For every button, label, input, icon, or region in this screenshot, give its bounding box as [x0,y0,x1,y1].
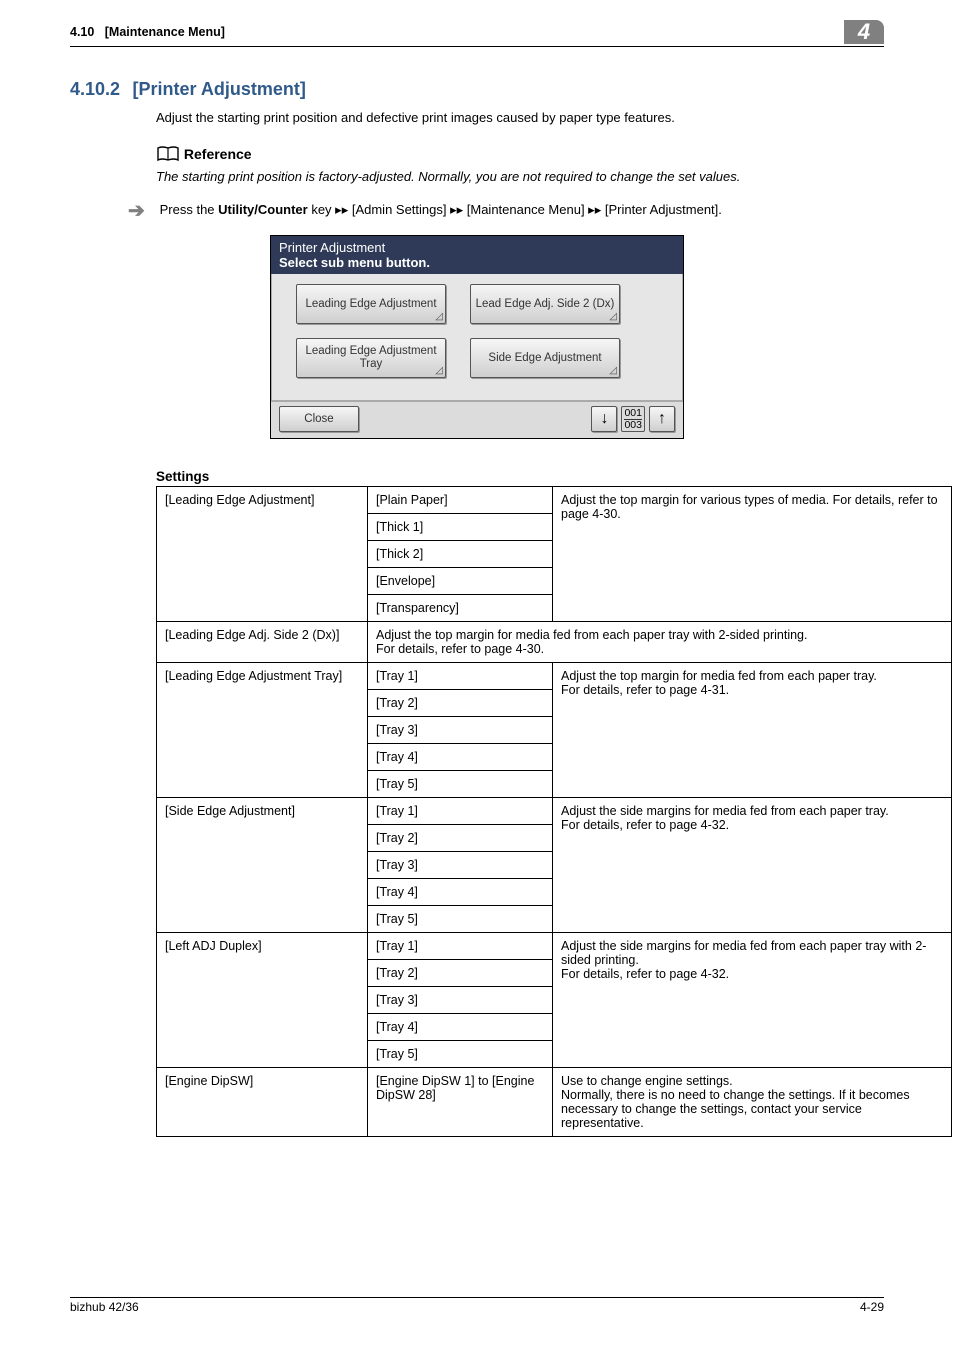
reference-icon [156,146,180,165]
table-option: [Plain Paper] [368,487,553,514]
table-option: [Tray 3] [368,717,553,744]
footer-right: 4-29 [860,1300,884,1314]
table-row-name: [Left ADJ Duplex] [157,933,368,1068]
pager: ↓ 001 003 ↑ [591,406,675,432]
submenu-indicator-icon: ◿ [435,365,443,377]
table-option: [Transparency] [368,595,553,622]
menu-leading-edge-adjustment[interactable]: Leading Edge Adjustment ◿ [296,284,446,324]
screen-title: Printer Adjustment [279,240,675,255]
footer-left: bizhub 42/36 [70,1300,139,1314]
page-indicator: 001 003 [621,406,645,432]
table-option: [Tray 4] [368,879,553,906]
table-row-name: [Engine DipSW] [157,1068,368,1137]
table-option: [Envelope] [368,568,553,595]
close-label: Close [304,413,333,425]
chapter-badge: 4 [844,20,884,44]
page-up-button[interactable]: ↑ [649,406,675,432]
page-header-left: 4.10 [Maintenance Menu] [70,25,225,39]
table-option: [Tray 1] [368,933,553,960]
menu-leading-edge-adjustment-tray[interactable]: Leading Edge Adjustment Tray ◿ [296,338,446,378]
section-title: [Printer Adjustment] [133,79,306,99]
page-total: 003 [624,419,642,431]
table-option: [Thick 2] [368,541,553,568]
table-row-name: [Side Edge Adjustment] [157,798,368,933]
table-desc: Use to change engine settings. Normally,… [553,1068,952,1137]
section-number: 4.10.2 [70,79,120,99]
submenu-indicator-icon: ◿ [609,365,617,377]
table-row-name: [Leading Edge Adjustment] [157,487,368,622]
menu-side-edge-adjustment[interactable]: Side Edge Adjustment ◿ [470,338,620,378]
submenu-indicator-icon: ◿ [609,311,617,323]
arrow-up-icon: ↑ [658,410,666,428]
table-option: [Tray 1] [368,798,553,825]
table-option: [Tray 5] [368,1041,553,1068]
table-option: [Thick 1] [368,514,553,541]
step-after: key ▸▸ [Admin Settings] ▸▸ [Maintenance … [308,202,722,217]
step-arrow-icon: ➔ [128,198,150,223]
settings-table: [Leading Edge Adjustment] [Plain Paper] … [156,486,952,1137]
reference-label: Reference [184,146,252,162]
table-option: [Tray 2] [368,825,553,852]
submenu-indicator-icon: ◿ [435,311,443,323]
screen-subtitle: Select sub menu button. [279,255,675,270]
table-option: [Tray 1] [368,663,553,690]
table-row-name: [Leading Edge Adjustment Tray] [157,663,368,798]
close-button[interactable]: Close [279,406,359,432]
step-key: Utility/Counter [218,202,308,217]
table-desc: Adjust the top margin for various types … [553,487,952,622]
menu-btn-label: Lead Edge Adj. Side 2 (Dx) [476,298,615,311]
settings-heading: Settings [156,469,884,484]
table-option: [Tray 5] [368,771,553,798]
page-down-button[interactable]: ↓ [591,406,617,432]
step-prefix: Press the [160,202,219,217]
table-option: [Engine DipSW 1] to [Engine DipSW 28] [368,1068,553,1137]
table-option: [Tray 2] [368,690,553,717]
header-section-ref: 4.10 [70,25,94,39]
menu-btn-label: Side Edge Adjustment [488,352,601,365]
arrow-down-icon: ↓ [600,410,608,428]
menu-btn-label: Leading Edge Adjustment Tray [297,345,445,371]
menu-lead-edge-adj-side2[interactable]: Lead Edge Adj. Side 2 (Dx) ◿ [470,284,620,324]
section-intro: Adjust the starting print position and d… [156,110,884,126]
page-current: 001 [624,408,642,419]
table-desc: Adjust the top margin for media fed from… [553,663,952,798]
table-desc: Adjust the side margins for media fed fr… [553,798,952,933]
table-row-name: [Leading Edge Adj. Side 2 (Dx)] [157,622,368,663]
table-option: [Tray 4] [368,1014,553,1041]
table-option: [Tray 3] [368,987,553,1014]
table-desc: Adjust the top margin for media fed from… [368,622,952,663]
device-screenshot: Printer Adjustment Select sub menu butto… [270,235,684,439]
table-option: [Tray 5] [368,906,553,933]
header-section-title: [Maintenance Menu] [105,25,225,39]
table-option: [Tray 3] [368,852,553,879]
reference-text: The starting print position is factory-a… [156,169,884,184]
table-option: [Tray 2] [368,960,553,987]
menu-btn-label: Leading Edge Adjustment [305,298,436,311]
table-option: [Tray 4] [368,744,553,771]
table-desc: Adjust the side margins for media fed fr… [553,933,952,1068]
